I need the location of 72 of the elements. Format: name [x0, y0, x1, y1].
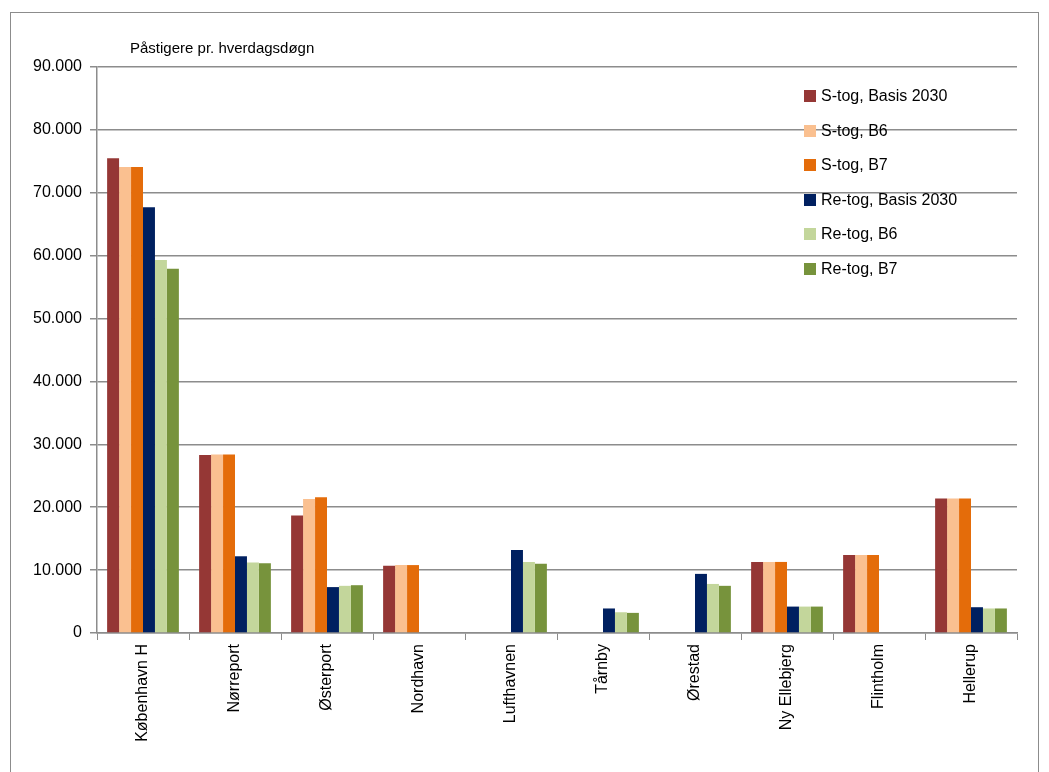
- bar: [994, 608, 1007, 633]
- y-tick-label: 20.000: [33, 497, 83, 515]
- x-tick-label: Østerport: [317, 643, 335, 711]
- bar: [775, 561, 787, 633]
- y-tick-label: 50.000: [33, 308, 83, 326]
- legend-label: S-tog, Basis 2030: [821, 87, 948, 106]
- bar: [522, 561, 535, 633]
- bar: [246, 562, 259, 633]
- bar: [143, 207, 155, 633]
- y-tick-label: 40.000: [33, 371, 83, 389]
- bar: [235, 556, 247, 633]
- bar: [695, 573, 707, 633]
- bar: [131, 166, 143, 633]
- bar: [787, 606, 799, 633]
- y-tick-label: 30.000: [33, 434, 83, 452]
- bar: [211, 454, 224, 633]
- bar: [763, 561, 776, 633]
- bar: [867, 555, 879, 633]
- bar: [855, 555, 868, 633]
- legend-label: Re-tog, Basis 2030: [821, 190, 958, 209]
- legend-label: S-tog, B6: [821, 121, 888, 140]
- bar: [534, 563, 547, 633]
- x-tick-label: Nørreport: [225, 643, 243, 713]
- bar: [199, 455, 212, 633]
- y-axis-title: Påstigere pr. hverdagsdøgn: [130, 39, 315, 56]
- x-tick-label: Hellerup: [961, 643, 979, 704]
- legend-label: S-tog, B7: [821, 156, 888, 175]
- x-tick-label: Flintholm: [869, 644, 887, 709]
- bar: [350, 585, 363, 633]
- bar: [338, 585, 351, 633]
- y-tick-label: 10.000: [33, 560, 83, 578]
- bar: [291, 515, 304, 633]
- bar: [166, 268, 179, 633]
- bar: [626, 612, 639, 633]
- bar: [614, 612, 627, 633]
- bar: [327, 587, 339, 633]
- bar: [407, 565, 419, 633]
- bar: [119, 166, 132, 633]
- bar: [751, 561, 764, 633]
- bar: [798, 606, 811, 633]
- bar: [810, 606, 823, 633]
- x-tick-label: Ørestad: [685, 644, 703, 701]
- bar: [107, 158, 120, 633]
- y-tick-label: 80.000: [33, 120, 83, 138]
- bar: [718, 585, 731, 633]
- bar: [603, 608, 615, 633]
- bar: [258, 563, 271, 633]
- bar: [315, 497, 327, 633]
- x-tick-label: Tårnby: [593, 644, 611, 694]
- bar: [395, 565, 408, 633]
- y-tick-label: 0: [73, 623, 83, 641]
- bar: [706, 583, 719, 633]
- bar: [511, 549, 523, 633]
- bar: [223, 454, 235, 633]
- bar: [303, 499, 316, 633]
- bar: [383, 565, 396, 633]
- y-tick-label: 70.000: [33, 183, 83, 201]
- bar: [947, 498, 960, 633]
- bar: [959, 498, 971, 633]
- bar: [971, 607, 983, 633]
- x-tick-label: København H: [133, 644, 151, 742]
- bar: [982, 608, 995, 633]
- x-tick-label: Nordhavn: [409, 644, 427, 714]
- legend-label: Re-tog, B7: [821, 259, 898, 278]
- bar: [154, 260, 167, 633]
- y-tick-label: 60.000: [33, 246, 83, 264]
- legend-label: Re-tog, B6: [821, 225, 898, 244]
- bar: [843, 555, 856, 633]
- x-tick-label: Ny Ellebjerg: [777, 644, 795, 731]
- y-tick-label: 90.000: [33, 57, 83, 75]
- bar: [935, 498, 948, 633]
- x-tick-label: Lufthavnen: [501, 644, 519, 724]
